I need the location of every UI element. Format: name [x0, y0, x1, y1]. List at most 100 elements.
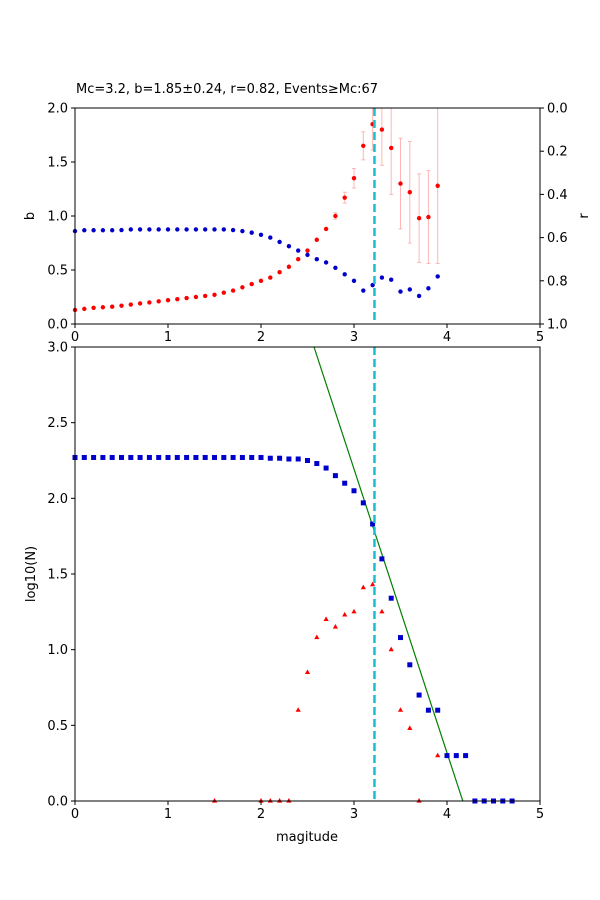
- r-point: [249, 230, 254, 235]
- r-point: [323, 260, 329, 265]
- noncumulative-point: [388, 646, 394, 652]
- noncumulative-point: [332, 623, 338, 629]
- cumulative-point: [351, 488, 357, 494]
- noncumulative-point: [267, 798, 273, 803]
- b-point: [333, 213, 338, 219]
- b-point: [128, 302, 133, 307]
- b-point: [398, 181, 403, 186]
- noncumulative-point: [379, 608, 385, 614]
- cumulative-point: [100, 454, 106, 460]
- top-y-ticks: 0.0 0.5 1.0 1.5 2.0: [47, 102, 75, 333]
- cumulative-point: [174, 454, 180, 460]
- r-point: [305, 252, 310, 258]
- bottom-plot-area: [72, 347, 515, 804]
- cumulative-point: [221, 454, 227, 460]
- b-point: [147, 300, 152, 305]
- bottom-x-tick-label: 3: [350, 807, 358, 822]
- r-point: [203, 227, 208, 232]
- cumulative-point: [91, 454, 97, 460]
- cumulative-point: [109, 454, 115, 460]
- top-y2-ticks: 0.0 0.2 0.4 0.6 0.8 1.0: [540, 102, 568, 333]
- noncumulative-point: [314, 634, 320, 640]
- top-y2-tick-label: 1.0: [547, 318, 568, 333]
- b-point: [342, 195, 347, 200]
- r-point: [230, 227, 236, 233]
- cumulative-point: [258, 454, 264, 460]
- b-point: [379, 127, 385, 132]
- r-point: [119, 227, 124, 233]
- top-plot-area: [72, 107, 440, 324]
- noncumulative-point: [416, 798, 422, 803]
- r-point: [314, 257, 319, 262]
- cumulative-point: [416, 692, 422, 698]
- cumulative-point: [342, 480, 348, 486]
- cumulative-point: [388, 595, 394, 601]
- top-x-tick-label: 1: [164, 330, 172, 345]
- noncumulative-point: [295, 707, 301, 712]
- r-point: [407, 287, 412, 292]
- top-x-tick-label: 2: [257, 330, 265, 345]
- bottom-y-tick-label: 2.0: [47, 492, 68, 507]
- r-point: [296, 248, 301, 253]
- top-y-label: b: [23, 212, 38, 220]
- b-point: [100, 305, 106, 310]
- gr-fit-line: [313, 347, 464, 801]
- b-point: [240, 285, 245, 290]
- top-y2-tick-label: 0.4: [547, 188, 568, 203]
- top-x-ticks: 0 1 2 3 4 5: [71, 324, 544, 345]
- r-point: [128, 227, 133, 232]
- b-point: [286, 264, 292, 269]
- top-title: Mc=3.2, b=1.85±0.24, r=0.82, Events≥Mc:6…: [76, 82, 378, 97]
- cumulative-point: [295, 456, 301, 462]
- cumulative-point: [277, 455, 283, 461]
- cumulative-point: [156, 454, 162, 460]
- bottom-x-ticks: 0 1 2 3 4 5: [71, 801, 544, 822]
- r-point: [435, 274, 440, 279]
- b-point: [165, 298, 171, 303]
- cumulative-point: [425, 707, 431, 713]
- r-point: [342, 272, 347, 277]
- bottom-y-tick-label: 3.0: [47, 341, 68, 356]
- r-point: [398, 289, 403, 294]
- noncumulative-point: [304, 669, 311, 674]
- r-point: [286, 244, 292, 249]
- b-point: [277, 269, 282, 275]
- bottom-y-tick-label: 1.0: [47, 643, 68, 658]
- b-point: [426, 214, 431, 220]
- noncumulative-point: [323, 616, 329, 621]
- cumulative-point: [212, 454, 217, 460]
- cumulative-point: [463, 753, 469, 759]
- r-point: [240, 228, 245, 234]
- bottom-y-tick-label: 2.5: [47, 416, 68, 431]
- b-point: [389, 145, 394, 151]
- r-point: [147, 227, 152, 232]
- b-point: [193, 294, 199, 300]
- noncumulative-point: [407, 725, 413, 730]
- cumulative-point: [165, 454, 171, 460]
- b-point: [137, 301, 143, 306]
- cumulative-point: [202, 454, 208, 460]
- top-y2-tick-label: 0.0: [547, 102, 568, 117]
- b-point: [119, 303, 124, 308]
- cumulative-point: [137, 454, 143, 460]
- bottom-y-tick-label: 0.5: [47, 719, 68, 734]
- cumulative-point: [230, 454, 236, 460]
- b-point: [314, 237, 319, 242]
- b-point: [305, 248, 310, 253]
- top-y2-label: r: [577, 213, 592, 219]
- r-point: [351, 278, 357, 283]
- r-point: [379, 275, 385, 280]
- top-x-tick-label: 4: [443, 330, 451, 345]
- cumulative-point: [119, 454, 124, 460]
- r-point: [184, 227, 189, 232]
- bottom-x-label: magitude: [276, 830, 338, 845]
- b-point: [416, 215, 422, 221]
- bottom-y-tick-label: 1.5: [47, 568, 68, 583]
- cumulative-point: [249, 454, 255, 460]
- bottom-y-ticks: 0.0 0.5 1.0 1.5 2.0 2.5 3.0: [47, 341, 75, 810]
- bottom-panel: 0 1 2 3 4 5 0.0 0.5 1.0 1.5 2.0 2.5 3.0 magitude lo…: [24, 341, 544, 846]
- b-point: [156, 299, 161, 304]
- noncumulative-point: [397, 707, 404, 712]
- cumulative-point: [184, 454, 190, 460]
